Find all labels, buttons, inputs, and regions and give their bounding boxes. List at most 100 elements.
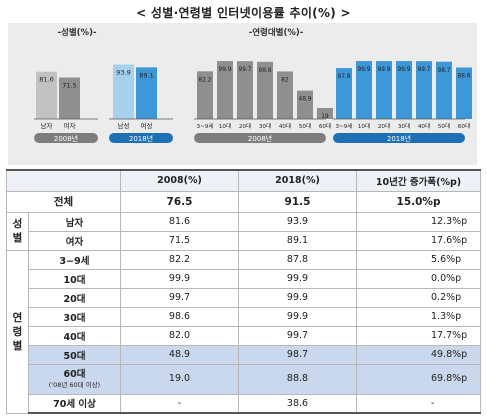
cell-2008: 82.2 [120,249,239,270]
bar [456,67,472,119]
header-2008: 2008(%) [120,169,239,192]
cell-increase: 0.0%p [356,268,481,289]
bar [336,68,352,119]
cell-2018: 99.7 [238,325,357,346]
bar [59,77,80,119]
cell-increase: 17.6%p [356,230,481,251]
stats-table: 2008(%) 2018(%) 10년간 증가폭(%p) 전체 76.5 91.… [6,169,481,414]
cell-2018: 99.9 [238,306,357,327]
category-tick-label: 40대 [418,122,430,130]
category-tick-label: 30대 [259,122,271,130]
header-blank [6,169,121,192]
bar [416,61,432,119]
bar-value-label: 99.9 [219,67,232,73]
table-row-age: 40대 82.0 99.7 17.7%p [7,325,481,346]
cell-increase: 5.6%p [356,249,481,270]
category-tick-label: 50대 [299,122,311,130]
category-tick-label: 40대 [279,122,291,130]
bar [136,67,157,119]
bar [317,107,333,119]
cell-2018: 93.9 [238,211,357,232]
table-row-gender: 여자 71.5 89.1 17.6%p [7,230,481,251]
cell-increase: 15.0%p [356,190,481,213]
year-label-pill [109,133,173,143]
year-label: 2018년 [387,134,411,143]
row-label: 30대 [28,306,121,327]
cell-2018: 89.1 [238,230,357,251]
row-label-text: 60대 [63,369,86,380]
cell-2018: 91.5 [238,190,357,213]
bar [257,61,273,119]
category-tick-label: 10대 [219,122,231,130]
header-increase: 10년간 증가폭(%p) [356,169,481,192]
chart-title: -연령대별(%)- [249,27,304,38]
table-row-age: 10대 99.9 99.9 0.0%p [7,268,481,289]
row-label: 50대 [28,344,121,365]
bar [396,61,412,119]
year-label: 2008년 [54,134,78,143]
page-title: < 성별·연령별 인터넷이용률 추이(%) > [136,6,351,20]
bar [356,61,372,119]
row-group-label-line1: 연령 [12,311,23,338]
bar-value-label: 89.1 [139,71,153,79]
cell-2008: 71.5 [120,230,239,251]
category-tick-label: 30대 [398,122,410,130]
category-tick-label: 50대 [438,122,450,130]
bar [297,90,313,119]
category-tick-label: 20대 [378,122,390,130]
row-group-label-line2: 별 [12,339,23,352]
category-tick-label: 여성 [141,121,153,130]
row-label: 여자 [28,230,121,251]
bar [436,61,452,119]
table-row-age: 연령 별 3~9세 82.2 87.8 5.6%p [6,249,481,414]
table-row-age: 30대 98.6 99.9 1.3%p [7,306,481,327]
bar-value-label: 19 [321,114,329,120]
category-tick-label: 20대 [239,122,251,130]
bar [277,71,293,119]
bar-value-label: 99.7 [418,67,431,73]
category-tick-label: 3~9세 [336,122,353,130]
bar-value-label: 82.2 [199,77,212,83]
row-label-text: 20대 [63,293,86,305]
cell-2008: 48.9 [120,344,239,365]
cell-increase: 17.7%p [356,325,481,346]
row-group-label: 성별 [6,211,29,251]
year-label: 2018년 [129,134,153,143]
bar-value-label: 82 [281,77,289,83]
cell-2008: 99.7 [120,287,239,308]
bar-value-label: 81.6 [39,76,53,84]
table-row-age: 20대 99.7 99.9 0.2%p [7,287,481,308]
row-label: 3~9세 [28,249,121,270]
bar-value-label: 99.9 [378,67,391,73]
bar-value-label: 99.7 [239,67,252,73]
cell-increase: 1.3%p [356,306,481,327]
cell-2018: 99.9 [238,268,357,289]
cell-2018: 87.8 [238,249,357,270]
table-header-row: 2008(%) 2018(%) 10년간 증가폭(%p) [6,169,481,192]
bar-value-label: 88.8 [458,73,471,79]
category-tick-label: 10대 [358,122,370,130]
header-2018: 2018(%) [238,169,357,192]
cell-2008: - [120,393,239,414]
cell-2018: 98.7 [238,344,357,365]
cell-2008: 99.9 [120,268,239,289]
year-label: 2008년 [248,134,272,143]
cell-2018: 88.8 [238,363,357,395]
cell-2008: 76.5 [120,190,239,213]
cell-2008: 98.6 [120,306,239,327]
row-label: 남자 [28,211,121,232]
bar-value-label: 98.7 [438,68,451,74]
table-row-total: 전체 76.5 91.5 15.0%p [6,190,481,213]
bar-value-label: 99.9 [358,67,371,73]
table-row-age: 50대 48.9 98.7 49.8%p [7,344,481,365]
bar [237,61,253,119]
row-label-note: ('08년 60대 이상) [48,381,101,389]
bar-value-label: 87.8 [338,74,351,80]
table-row-age: 60대 ('08년 60대 이상) 19.0 88.8 69.8%p [7,363,481,395]
table-row-gender: 성별 남자 81.6 93.9 12.3%p [6,211,481,251]
cell-increase: 12.3%p [356,211,481,232]
category-tick-label: 남자 [41,121,53,130]
year-label-pill [333,133,465,143]
chart-panel: -성별(%)- 81.6 남자 71.5 여자 2008년 93.9 남성 89.1 여성 2018… [8,23,477,165]
cell-increase: 49.8%p [356,344,481,365]
